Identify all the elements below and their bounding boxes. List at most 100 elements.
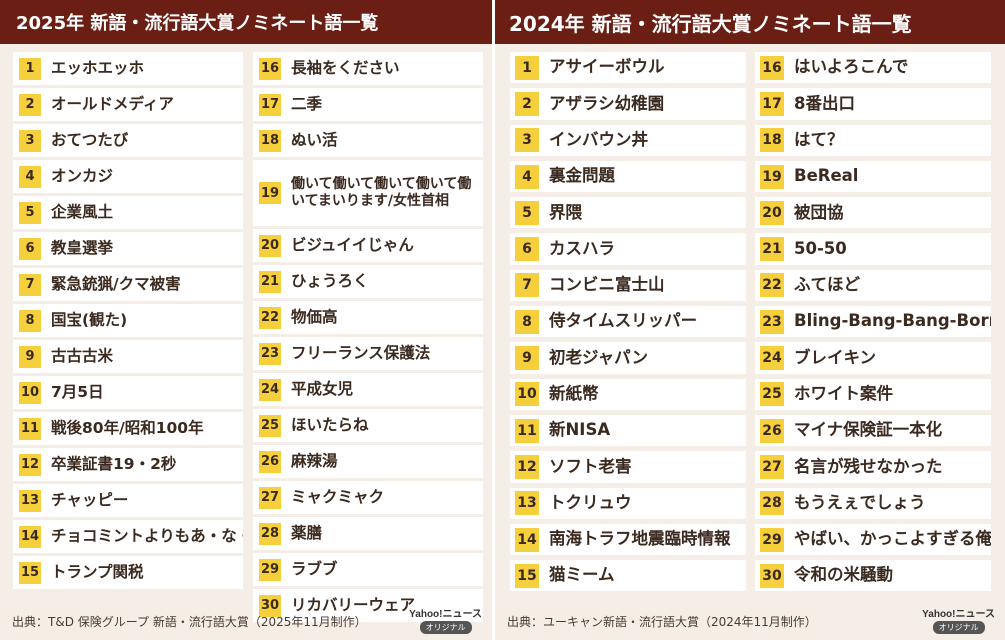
rank-badge: 3 bbox=[515, 128, 539, 153]
list-item: 15 猫ミーム bbox=[510, 560, 746, 592]
list-item: 29 やばい、かっこよすぎる俺 bbox=[755, 523, 991, 556]
list-item: 3 おてつたび bbox=[13, 124, 243, 157]
panel-2024-col-1: 1 アサイーボウル 2 アザラシ幼稚園 3 インバウン丼 4 裏金問題 5 界隈 6 カスハラ 7 コンビ… bbox=[510, 52, 746, 592]
rank-badge: 5 bbox=[515, 200, 539, 225]
logo-text: Yahoo!ニュース bbox=[922, 609, 995, 620]
rank-badge: 23 bbox=[259, 342, 281, 365]
list-item: 17 二季 bbox=[253, 88, 483, 121]
nominee-term: 侍タイムスリッパー bbox=[549, 311, 698, 331]
panel-2025-title: 2025年 新語・流行語大賞ノミネート語一覧 bbox=[0, 0, 492, 44]
rank-badge: 27 bbox=[259, 486, 281, 509]
rank-badge: 8 bbox=[19, 309, 41, 332]
list-item: 25 ホワイト案件 bbox=[755, 378, 991, 410]
rank-badge: 24 bbox=[760, 346, 784, 371]
nominee-term: トクリュウ bbox=[549, 492, 632, 512]
list-item: 7 コンビニ富士山 bbox=[510, 269, 746, 302]
list-item: 14 南海トラフ地震臨時情報 bbox=[510, 523, 746, 556]
list-item: 4 オンカジ bbox=[13, 160, 243, 193]
rank-badge: 9 bbox=[515, 346, 539, 371]
rank-badge: 13 bbox=[515, 491, 539, 516]
rank-badge: 28 bbox=[760, 491, 784, 516]
nominee-term: 物価高 bbox=[291, 307, 338, 326]
list-item: 23 Bling-Bang-Bang-Born bbox=[755, 306, 991, 338]
list-item: 22 物価高 bbox=[253, 301, 483, 334]
nominee-term: 教皇選挙 bbox=[51, 238, 114, 257]
nominee-term: 名言が残せなかった bbox=[794, 456, 943, 476]
rank-badge: 8 bbox=[515, 309, 539, 334]
list-item: 9 初老ジャパン bbox=[510, 342, 746, 374]
list-item: 30 令和の米騒動 bbox=[755, 560, 991, 592]
nominee-term: ホワイト案件 bbox=[794, 384, 893, 403]
rank-badge: 25 bbox=[259, 414, 281, 437]
rank-badge: 22 bbox=[760, 273, 784, 298]
nominee-term: ラブブ bbox=[291, 559, 338, 578]
rank-badge: 30 bbox=[259, 594, 281, 617]
nominee-term: 被団協 bbox=[794, 202, 844, 222]
nominee-term: 企業風土 bbox=[51, 202, 114, 221]
nominee-term: アザラシ幼稚園 bbox=[549, 93, 665, 113]
nominee-term: 南海トラフ地震臨時情報 bbox=[549, 529, 731, 549]
nominee-term: 緊急銃猟/クマ被害 bbox=[51, 274, 181, 293]
list-item: 8 侍タイムスリッパー bbox=[510, 306, 746, 338]
logo-badge: オリジナル bbox=[419, 621, 472, 634]
rank-badge: 15 bbox=[19, 561, 41, 584]
list-item: 5 界隈 bbox=[510, 197, 746, 229]
nominee-term: 長袖をください bbox=[291, 58, 400, 77]
rank-badge: 20 bbox=[760, 200, 784, 225]
rank-badge: 19 bbox=[259, 182, 281, 204]
nominee-term: 初老ジャパン bbox=[549, 347, 648, 367]
list-item: 13 チャッピー bbox=[13, 484, 243, 517]
list-item: 6 カスハラ bbox=[510, 233, 746, 265]
logo-badge: オリジナル bbox=[932, 621, 985, 634]
list-item: 17 8番出口 bbox=[755, 88, 991, 120]
nominee-term: はいよろこんで bbox=[794, 57, 909, 77]
rank-badge: 16 bbox=[259, 57, 281, 80]
rank-badge: 5 bbox=[19, 201, 41, 224]
logo-text: Yahoo!ニュース bbox=[409, 609, 482, 620]
nominee-term: はて？ bbox=[794, 129, 844, 149]
rank-badge: 17 bbox=[259, 93, 281, 116]
nominee-term: 7月5日 bbox=[51, 382, 104, 401]
list-item: 12 ソフト老害 bbox=[510, 451, 746, 483]
rank-badge: 27 bbox=[760, 454, 784, 479]
rank-badge: 28 bbox=[259, 522, 281, 545]
rank-badge: 9 bbox=[19, 345, 41, 368]
rank-badge: 30 bbox=[760, 563, 784, 588]
nominee-term: インバウン丼 bbox=[549, 129, 648, 149]
list-item: 1 アサイーボウル bbox=[510, 52, 746, 84]
yahoo-news-logo: Yahoo!ニュース オリジナル bbox=[922, 605, 995, 634]
rank-badge: 25 bbox=[760, 382, 784, 407]
panel-2024: 2024年 新語・流行語大賞ノミネート語一覧 1 アサイーボウル 2 アザラシ幼稚園 3… bbox=[495, 0, 1005, 640]
rank-badge: 4 bbox=[515, 164, 539, 189]
list-item: 5 企業風土 bbox=[13, 196, 243, 229]
list-item: 1 エッホエッホ bbox=[13, 52, 243, 85]
list-item: 25 ほいたらね bbox=[253, 409, 483, 442]
nominee-term: ひょうろく bbox=[291, 271, 369, 290]
nominee-term: 国宝(観た) bbox=[51, 310, 128, 329]
rank-badge: 24 bbox=[259, 378, 281, 401]
nominee-term: ほいたらね bbox=[291, 415, 369, 434]
list-item: 24 平成女児 bbox=[253, 373, 483, 406]
nominee-term: 裏金問題 bbox=[549, 166, 615, 186]
rank-badge: 11 bbox=[19, 417, 41, 440]
rank-badge: 29 bbox=[259, 558, 281, 581]
rank-badge: 13 bbox=[19, 489, 41, 512]
nominee-term: 50-50 bbox=[794, 238, 847, 258]
nominee-term: ふてほど bbox=[794, 275, 860, 295]
list-item: 3 インバウン丼 bbox=[510, 124, 746, 156]
nominee-term: 8番出口 bbox=[794, 93, 855, 113]
list-item: 29 ラブブ bbox=[253, 553, 483, 586]
nominee-term: おてつたび bbox=[51, 130, 129, 149]
list-item: 19 働いて働いて働いて働いて働いてまいります/女性首相 bbox=[253, 160, 483, 226]
rank-badge: 21 bbox=[760, 237, 784, 262]
list-item: 21 ひょうろく bbox=[253, 265, 483, 298]
rank-badge: 7 bbox=[19, 273, 41, 296]
list-item: 16 はいよろこんで bbox=[755, 52, 991, 84]
nominee-term: 働いて働いて働いて働いて働いてまいります/女性首相 bbox=[291, 175, 472, 210]
rank-badge: 16 bbox=[760, 55, 784, 80]
list-item: 2 オールドメディア bbox=[13, 88, 243, 121]
rank-badge: 14 bbox=[515, 527, 539, 552]
panel-2025-source: 出典：T&D 保険グループ 新語・流行語大賞（2025年11月制作） bbox=[12, 615, 367, 629]
list-item: 4 裏金問題 bbox=[510, 160, 746, 193]
nominee-term: 薬膳 bbox=[291, 523, 323, 542]
